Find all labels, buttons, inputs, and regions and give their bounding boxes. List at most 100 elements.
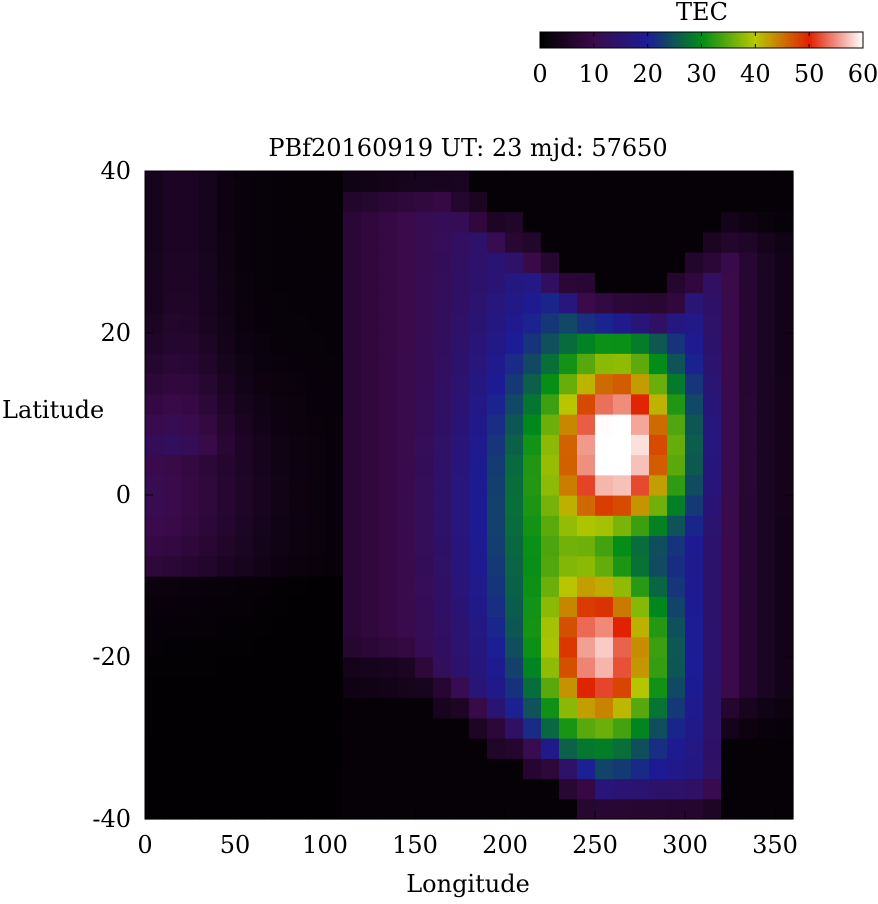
heatmap-cell <box>433 393 452 415</box>
heatmap-cell <box>379 798 398 820</box>
heatmap-cell <box>181 272 200 294</box>
heatmap-cell <box>721 474 740 496</box>
heatmap-cell <box>613 555 632 577</box>
heatmap-cell <box>325 535 344 557</box>
heatmap-cell <box>667 738 686 759</box>
heatmap-cell <box>343 697 362 719</box>
heatmap-cell <box>703 191 722 213</box>
heatmap-cell <box>361 636 380 658</box>
heatmap-cell <box>667 778 686 800</box>
heatmap-cell <box>181 292 200 314</box>
heatmap-cell <box>433 717 452 739</box>
heatmap-cell <box>397 333 416 354</box>
heatmap-cell <box>181 211 200 233</box>
heatmap-cell <box>721 252 740 273</box>
heatmap-cell <box>613 353 632 375</box>
heatmap-cell <box>559 636 578 658</box>
heatmap-cell <box>433 312 452 334</box>
heatmap-cell <box>451 535 470 557</box>
heatmap-cell <box>541 333 560 354</box>
heatmap-cell <box>721 353 740 375</box>
heatmap-cell <box>307 697 326 719</box>
heatmap-cell <box>379 778 398 800</box>
heatmap-cell <box>163 576 182 597</box>
heatmap-cell <box>631 738 650 759</box>
heatmap-cell <box>523 373 542 395</box>
heatmap-cell <box>163 353 182 375</box>
heatmap-cell <box>235 717 254 739</box>
heatmap-cell <box>235 616 254 638</box>
heatmap-cell <box>253 171 272 192</box>
heatmap-cell <box>667 414 686 435</box>
heatmap-cell <box>451 231 470 253</box>
heatmap-cell <box>325 312 344 334</box>
heatmap-cell <box>289 414 308 435</box>
heatmap-cell <box>775 353 794 375</box>
heatmap-cell <box>145 495 164 516</box>
heatmap-cell <box>235 495 254 516</box>
heatmap-cell <box>181 373 200 395</box>
heatmap-cell <box>451 454 470 476</box>
heatmap-cell <box>595 717 614 739</box>
heatmap-cell <box>325 373 344 395</box>
heatmap-cell <box>163 738 182 759</box>
heatmap-cell <box>361 657 380 678</box>
heatmap-cell <box>181 191 200 213</box>
heatmap-cell <box>775 252 794 273</box>
heatmap-cell <box>145 616 164 638</box>
heatmap-cell <box>559 798 578 820</box>
heatmap-cell <box>289 657 308 678</box>
heatmap-cell <box>721 758 740 780</box>
heatmap-cell <box>433 495 452 516</box>
heatmap-cell <box>145 414 164 435</box>
heatmap-cell <box>415 495 434 516</box>
heatmap-cell <box>685 373 704 395</box>
heatmap-cell <box>307 272 326 294</box>
heatmap-cell <box>253 576 272 597</box>
heatmap-cell <box>631 191 650 213</box>
heatmap-cell <box>685 677 704 699</box>
heatmap-cell <box>577 798 596 820</box>
heatmap-cell <box>631 171 650 192</box>
heatmap-cell <box>325 596 344 618</box>
heatmap-cell <box>703 434 722 456</box>
heatmap-cell <box>703 272 722 294</box>
heatmap-cell <box>667 211 686 233</box>
heatmap-cell <box>271 414 290 435</box>
heatmap-cell <box>757 515 776 537</box>
heatmap-cell <box>271 353 290 375</box>
heatmap-cell <box>739 231 758 253</box>
heatmap-cell <box>469 515 488 537</box>
heatmap-cell <box>325 333 344 354</box>
heatmap-cell <box>433 454 452 476</box>
heatmap-cell <box>523 474 542 496</box>
heatmap-cell <box>739 738 758 759</box>
heatmap-cell <box>775 758 794 780</box>
heatmap-cell <box>271 616 290 638</box>
heatmap-cell <box>685 292 704 314</box>
heatmap-cell <box>649 657 668 678</box>
heatmap-cell <box>577 657 596 678</box>
heatmap-cell <box>775 414 794 435</box>
heatmap-cell <box>145 535 164 557</box>
heatmap-cell <box>559 434 578 456</box>
heatmap-cell <box>469 495 488 516</box>
heatmap-cell <box>325 636 344 658</box>
heatmap-cell <box>469 657 488 678</box>
heatmap-cell <box>361 252 380 273</box>
heatmap-cell <box>253 373 272 395</box>
heatmap-cell <box>253 292 272 314</box>
heatmap-cell <box>181 717 200 739</box>
heatmap-cell <box>145 333 164 354</box>
heatmap-cell <box>343 333 362 354</box>
heatmap-cell <box>649 616 668 638</box>
heatmap-cell <box>721 778 740 800</box>
heatmap-cell <box>361 778 380 800</box>
heatmap-cell <box>739 272 758 294</box>
heatmap-cell <box>685 272 704 294</box>
heatmap-cell <box>631 272 650 294</box>
heatmap-cell <box>775 231 794 253</box>
heatmap-cell <box>613 738 632 759</box>
heatmap-cell <box>415 697 434 719</box>
